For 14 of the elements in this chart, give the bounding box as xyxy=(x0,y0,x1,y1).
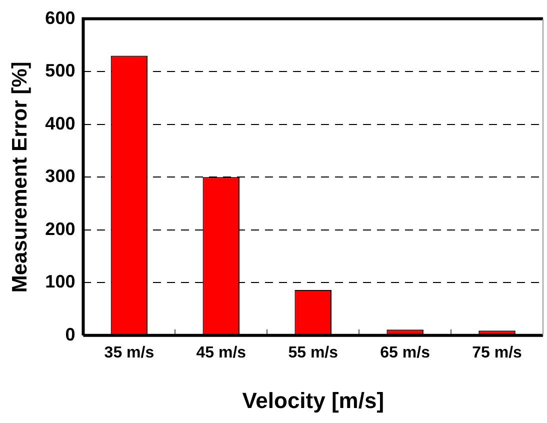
y-tick-label: 400 xyxy=(45,113,76,134)
x-tick-label: 75 m/s xyxy=(472,344,522,362)
x-axis-title: Velocity [m/s] xyxy=(242,388,384,413)
y-tick-label: 200 xyxy=(45,218,76,239)
x-tick-label: 35 m/s xyxy=(104,344,154,362)
x-tick-label: 65 m/s xyxy=(380,344,430,362)
y-tick-label: 600 xyxy=(45,8,76,28)
x-tick-label: 45 m/s xyxy=(196,344,246,362)
y-tick-label: 300 xyxy=(45,166,76,186)
y-tick-label: 500 xyxy=(45,60,76,81)
y-tick-label: 0 xyxy=(65,324,76,344)
x-tick-label: 55 m/s xyxy=(288,344,338,362)
y-tick-label: 100 xyxy=(45,272,76,292)
y-axis-title: Measurement Error [%] xyxy=(8,62,32,293)
